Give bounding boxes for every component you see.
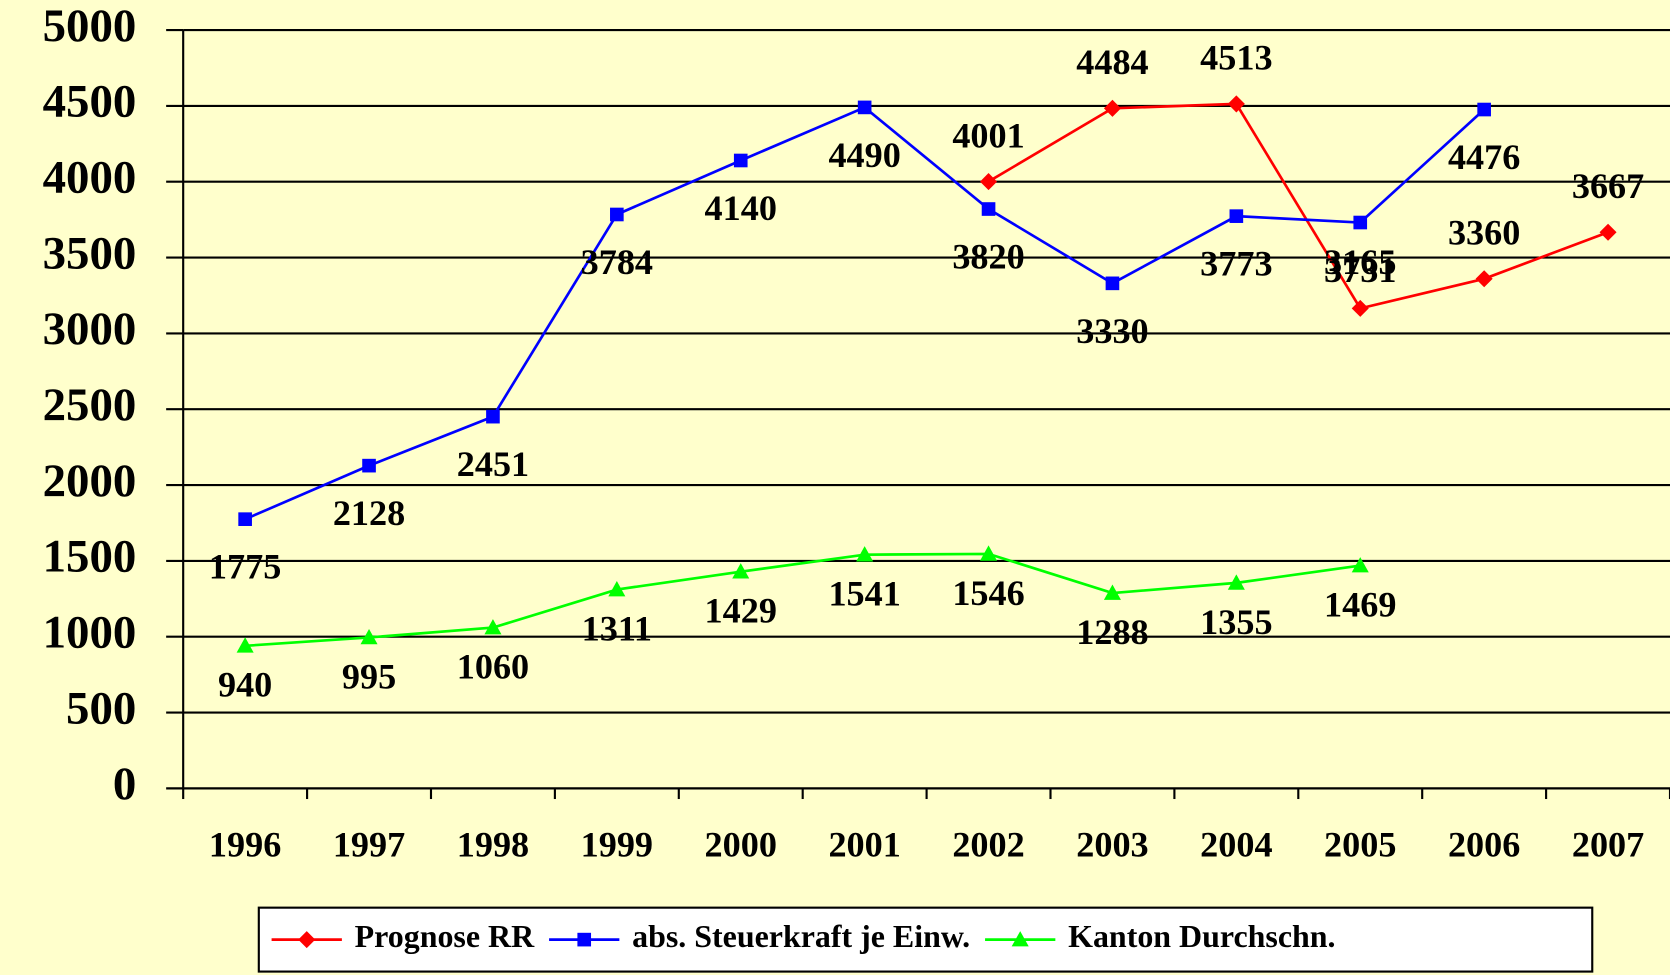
marker (981, 202, 996, 216)
data-label: 3820 (952, 236, 1024, 276)
data-label: 4140 (705, 188, 777, 228)
y-tick-label: 5000 (43, 0, 137, 52)
marker (1103, 584, 1121, 600)
data-label: 1546 (952, 573, 1024, 613)
marker (1351, 557, 1369, 573)
marker (1227, 574, 1245, 590)
marker (236, 637, 254, 653)
y-tick-label: 3000 (43, 303, 137, 355)
data-label: 995 (342, 656, 396, 696)
y-tick-label: 1500 (43, 531, 137, 583)
data-label: 2451 (457, 444, 529, 484)
data-label: 4490 (828, 135, 900, 175)
data-label: 3667 (1572, 166, 1644, 206)
data-label: 1429 (705, 591, 777, 631)
x-tick-label: 2004 (1200, 824, 1272, 864)
marker (360, 628, 378, 645)
y-tick-label: 4500 (43, 76, 137, 128)
data-label: 3784 (581, 242, 653, 282)
marker (733, 153, 748, 168)
marker (980, 545, 998, 561)
y-tick-label: 3500 (43, 227, 137, 279)
marker (1105, 276, 1120, 291)
data-label: 1288 (1076, 612, 1148, 652)
x-tick-label: 1998 (457, 824, 529, 864)
data-label: 1311 (582, 608, 652, 648)
x-tick-label: 2007 (1572, 824, 1644, 864)
data-label: 3731 (1324, 250, 1396, 290)
x-tick-label: 2001 (828, 824, 900, 864)
marker (577, 932, 592, 947)
y-tick-label: 4000 (43, 151, 137, 203)
x-tick-label: 2003 (1076, 824, 1148, 864)
x-tick-label: 2006 (1448, 824, 1520, 864)
data-label: 940 (218, 665, 272, 705)
data-label: 3360 (1448, 212, 1520, 252)
data-label: 4484 (1076, 42, 1148, 82)
marker (362, 458, 376, 473)
marker (1599, 223, 1617, 241)
legend-label: Kanton Durchschn. (1068, 919, 1335, 954)
data-label: 3330 (1076, 311, 1148, 351)
legend-label: Prognose RR (355, 919, 535, 954)
data-label: 2128 (333, 493, 405, 533)
legend-box (257, 906, 1594, 973)
series-line (245, 552, 1361, 648)
y-tick-label: 2000 (43, 455, 137, 507)
x-tick-label: 2002 (952, 824, 1024, 864)
legend-label: abs. Steuerkraft je Einw. (632, 919, 970, 954)
series-line (987, 102, 1609, 310)
x-tick-label: 1999 (581, 824, 653, 864)
data-label: 4476 (1448, 137, 1520, 177)
data-label: 1469 (1324, 584, 1396, 624)
marker (1477, 102, 1491, 117)
data-label: 1775 (209, 547, 281, 587)
y-tick-label: 500 (66, 682, 136, 734)
marker (1227, 95, 1245, 113)
x-tick-label: 2000 (705, 824, 777, 864)
data-label: 4001 (952, 115, 1024, 155)
x-tick-label: 1997 (333, 824, 405, 864)
marker (1011, 931, 1029, 947)
marker (486, 409, 500, 424)
y-tick-label: 0 (113, 758, 136, 810)
x-tick-label: 1996 (209, 824, 281, 864)
data-label: 3165 (1324, 242, 1396, 282)
marker (1229, 209, 1244, 223)
marker (238, 512, 252, 526)
marker (732, 563, 750, 579)
data-label: 1060 (457, 647, 529, 687)
marker (298, 931, 316, 949)
data-label: 3773 (1200, 244, 1272, 284)
data-label: 4513 (1200, 38, 1272, 78)
data-label: 1541 (828, 574, 900, 614)
marker (1475, 270, 1493, 288)
marker (857, 100, 872, 115)
x-tick-label: 2005 (1324, 824, 1396, 864)
marker (1353, 215, 1368, 230)
y-tick-label: 1000 (43, 606, 137, 658)
marker (856, 546, 874, 562)
marker (610, 207, 624, 222)
marker (1351, 299, 1369, 317)
data-label: 1355 (1200, 602, 1272, 642)
marker (484, 619, 502, 635)
marker (608, 581, 626, 597)
y-tick-label: 2500 (43, 379, 137, 431)
